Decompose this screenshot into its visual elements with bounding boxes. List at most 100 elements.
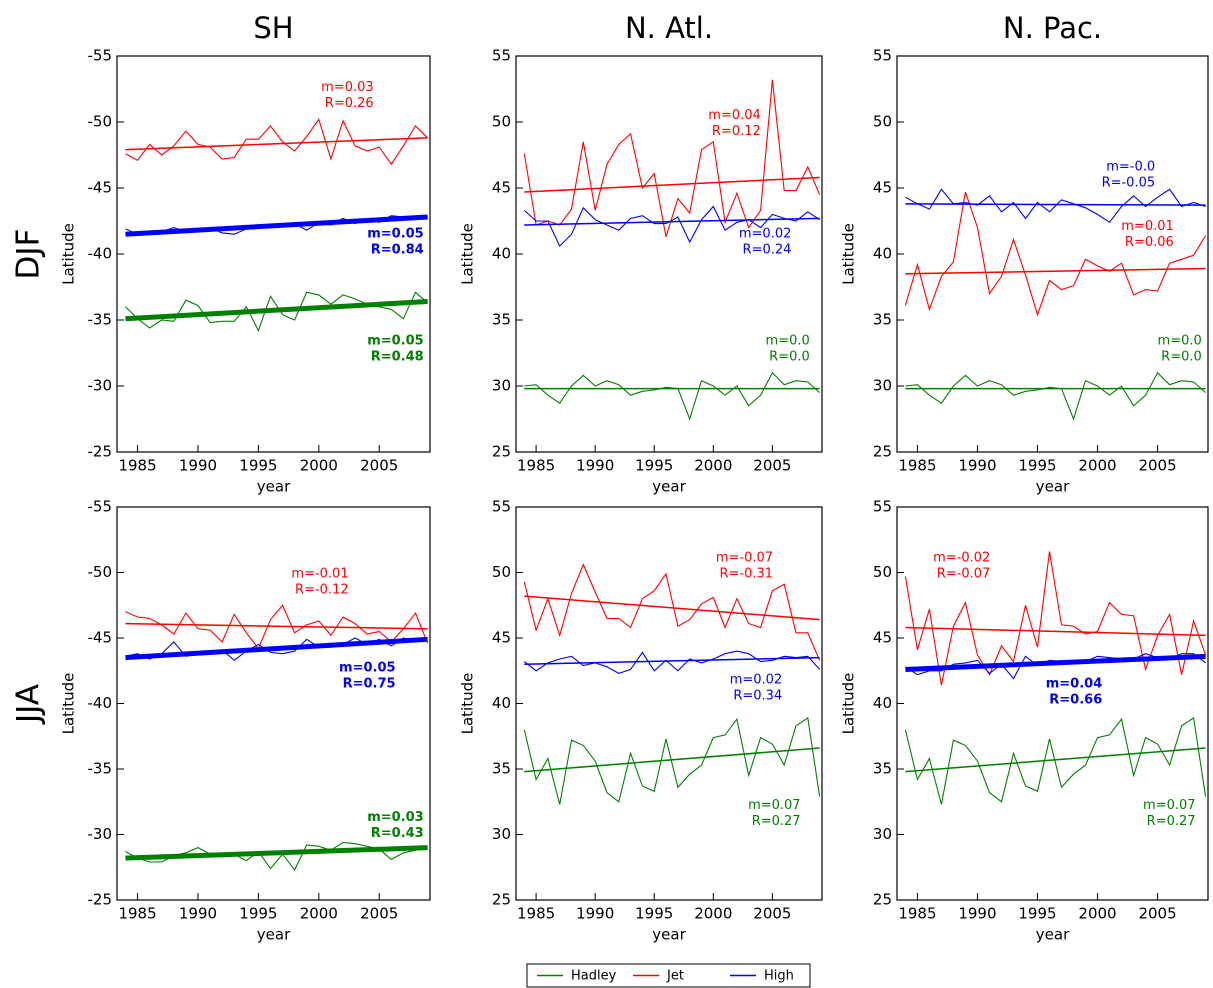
x-tick-label: 1990 bbox=[958, 457, 996, 475]
y-axis-label: Latitude bbox=[60, 673, 78, 735]
legend-box bbox=[526, 963, 811, 988]
panel: 25 30 35 40 45 50 55 1985 1990 1995 2000 2005 year La… bbox=[459, 47, 823, 496]
x-tick-label: 2000 bbox=[694, 457, 732, 475]
annotation: R=-0.12 bbox=[295, 582, 349, 597]
series-line bbox=[125, 118, 428, 166]
annotation: R=0.66 bbox=[1049, 692, 1102, 707]
trend-line bbox=[524, 176, 820, 193]
annotation: m=0.07 bbox=[1143, 798, 1196, 813]
y-tick-label: 50 bbox=[492, 563, 511, 581]
y-tick-label: 45 bbox=[492, 179, 511, 197]
x-tick-label: 1990 bbox=[576, 905, 614, 923]
annotation: m=0.04 bbox=[708, 108, 761, 123]
annotation: R=0.43 bbox=[371, 826, 424, 841]
annotation: R=-0.07 bbox=[937, 567, 991, 582]
series-line bbox=[125, 604, 429, 650]
row-label: JJA bbox=[11, 684, 47, 725]
y-tick-label: -50 bbox=[88, 113, 113, 131]
y-axis-label: Latitude bbox=[459, 673, 477, 735]
x-tick-label: 2005 bbox=[360, 457, 398, 475]
plot-area bbox=[896, 55, 1209, 453]
annotation: m=0.01 bbox=[1121, 219, 1174, 234]
annotation: m=0.02 bbox=[739, 227, 792, 242]
x-axis-label: year bbox=[652, 926, 686, 944]
annotation: m=0.05 bbox=[367, 334, 424, 349]
trend-line bbox=[905, 203, 1206, 206]
annotation: R=0.27 bbox=[1147, 814, 1196, 829]
trend-line bbox=[125, 299, 428, 322]
y-tick-label: 40 bbox=[873, 245, 892, 263]
series-line bbox=[523, 650, 821, 674]
x-tick-label: 1995 bbox=[635, 457, 673, 475]
annotation: m=-0.07 bbox=[716, 551, 773, 566]
y-tick-label: 40 bbox=[492, 245, 511, 263]
trend-line bbox=[524, 656, 820, 665]
x-tick-label: 1985 bbox=[118, 905, 156, 923]
y-tick-label: 30 bbox=[873, 377, 892, 395]
annotation: m=0.03 bbox=[367, 810, 424, 825]
panel: 25 30 35 40 45 50 55 1985 1990 1995 2000 2005 year La… bbox=[840, 498, 1209, 944]
y-tick-label: 30 bbox=[873, 825, 892, 843]
x-axis-label: year bbox=[1036, 478, 1070, 496]
x-tick-label: 1990 bbox=[958, 905, 996, 923]
legend-label: High bbox=[764, 969, 794, 984]
y-tick-label: 45 bbox=[873, 629, 892, 647]
annotation: m=0.0 bbox=[766, 334, 810, 349]
x-tick-label: 1985 bbox=[898, 457, 936, 475]
y-tick-label: 30 bbox=[492, 377, 511, 395]
y-tick-label: 45 bbox=[873, 179, 892, 197]
trend-line bbox=[524, 595, 820, 621]
y-tick-label: -55 bbox=[88, 47, 113, 65]
series-line bbox=[523, 205, 820, 248]
trend-line bbox=[905, 747, 1206, 773]
panel: -25 -30 -35 -40 -45 -50 -55 1985 1990 1995 2000 200… bbox=[60, 47, 431, 496]
trend-line bbox=[125, 845, 428, 861]
y-tick-label: 35 bbox=[873, 760, 892, 778]
annotation: m=0.07 bbox=[748, 798, 801, 813]
y-tick-label: 40 bbox=[492, 694, 511, 712]
plot-area bbox=[116, 506, 431, 901]
legend-label: Jet bbox=[666, 969, 684, 984]
trend-line bbox=[524, 217, 820, 226]
annotation: m=0.03 bbox=[321, 80, 374, 95]
y-tick-label: 25 bbox=[873, 443, 892, 461]
plot-area bbox=[116, 55, 431, 453]
annotation: m=0.02 bbox=[730, 672, 783, 687]
x-tick-label: 1985 bbox=[118, 457, 156, 475]
trend-line bbox=[905, 653, 1206, 672]
y-tick-label: 55 bbox=[873, 47, 892, 65]
y-axis-label: Latitude bbox=[459, 223, 477, 285]
y-tick-label: -55 bbox=[88, 498, 113, 516]
x-tick-label: 1990 bbox=[576, 457, 614, 475]
series-line bbox=[523, 716, 821, 805]
series-line bbox=[904, 551, 1207, 686]
column-title: SH bbox=[253, 11, 293, 45]
panel: -25 -30 -35 -40 -45 -50 -55 1985 1990 1995 2000 200… bbox=[60, 498, 431, 944]
y-axis-label: Latitude bbox=[60, 223, 78, 285]
annotation: m=0.04 bbox=[1046, 676, 1103, 691]
x-axis-label: year bbox=[1036, 926, 1070, 944]
y-tick-label: -35 bbox=[88, 760, 113, 778]
plot-area bbox=[515, 506, 823, 901]
x-tick-label: 2000 bbox=[300, 905, 338, 923]
annotation: R=0.12 bbox=[712, 124, 761, 139]
annotation: m=0.05 bbox=[339, 661, 396, 676]
annotation: R=0.0 bbox=[769, 350, 810, 365]
x-tick-label: 2005 bbox=[753, 457, 791, 475]
x-tick-label: 1995 bbox=[239, 457, 277, 475]
y-tick-label: 45 bbox=[492, 629, 511, 647]
x-tick-label: 1985 bbox=[517, 905, 555, 923]
annotation: R=0.84 bbox=[371, 243, 424, 258]
x-tick-label: 2005 bbox=[360, 905, 398, 923]
x-tick-label: 1995 bbox=[635, 905, 673, 923]
x-tick-label: 1985 bbox=[517, 457, 555, 475]
y-tick-label: 50 bbox=[873, 563, 892, 581]
trend-line bbox=[905, 267, 1206, 275]
annotation: m=0.05 bbox=[367, 227, 424, 242]
y-tick-label: -45 bbox=[88, 629, 113, 647]
series-line bbox=[904, 716, 1207, 805]
annotation: R=0.0 bbox=[1161, 350, 1202, 365]
x-axis-label: year bbox=[257, 478, 291, 496]
trend-line bbox=[905, 626, 1206, 637]
y-tick-label: -50 bbox=[88, 563, 113, 581]
